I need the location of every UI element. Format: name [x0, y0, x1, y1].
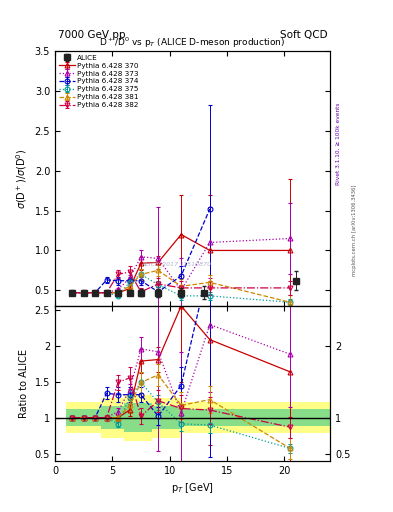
Bar: [215, 409, 296, 426]
Bar: [296, 409, 330, 426]
Bar: [152, 406, 181, 429]
Bar: [181, 402, 215, 434]
Bar: [78, 409, 101, 426]
Y-axis label: Ratio to ALICE: Ratio to ALICE: [19, 349, 29, 418]
Legend: ALICE, Pythia 6.428 370, Pythia 6.428 373, Pythia 6.428 374, Pythia 6.428 375, P: ALICE, Pythia 6.428 370, Pythia 6.428 37…: [57, 53, 140, 110]
Bar: [66, 409, 78, 426]
Bar: [124, 403, 152, 432]
Text: Rivet 3.1.10, ≥ 100k events: Rivet 3.1.10, ≥ 100k events: [336, 102, 341, 185]
Bar: [181, 409, 215, 426]
Bar: [101, 406, 124, 429]
Bar: [101, 397, 124, 438]
Bar: [152, 397, 181, 438]
X-axis label: p$_T$ [GeV]: p$_T$ [GeV]: [171, 481, 214, 495]
Text: mcplots.cern.ch [arXiv:1306.3436]: mcplots.cern.ch [arXiv:1306.3436]: [352, 185, 357, 276]
Title: D$^+$/D$^0$ vs p$_T$ (ALICE D-meson production): D$^+$/D$^0$ vs p$_T$ (ALICE D-meson prod…: [99, 35, 286, 50]
Bar: [296, 402, 330, 434]
Bar: [78, 402, 101, 434]
Bar: [215, 402, 296, 434]
Bar: [124, 395, 152, 441]
Y-axis label: $\sigma$(D$^+$)/$\sigma$(D$^0$): $\sigma$(D$^+$)/$\sigma$(D$^0$): [14, 148, 29, 209]
Text: 7000 GeV pp: 7000 GeV pp: [58, 30, 125, 40]
Text: Soft QCD: Soft QCD: [280, 30, 327, 40]
Bar: [66, 402, 78, 434]
Text: ALICE_2017_I1510870: ALICE_2017_I1510870: [141, 262, 211, 267]
